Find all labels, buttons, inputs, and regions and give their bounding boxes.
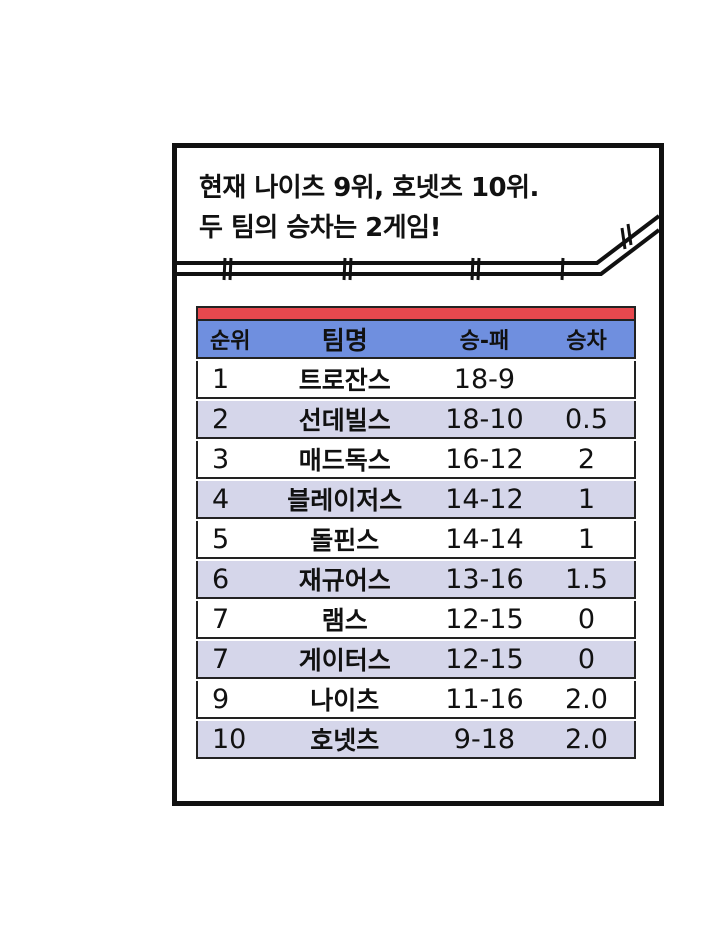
- team-cell: 트로잔스: [298, 366, 391, 395]
- team-cell: 선데빌스: [298, 406, 391, 435]
- comic-panel: 현재 나이츠 9위, 호넷츠 10위. 두 팀의 승차는 2게임! 순위 팀명 …: [172, 143, 664, 806]
- table-row: 2 선데빌스 18-10 0.5: [196, 401, 636, 439]
- team-cell: 호넷츠: [310, 726, 380, 755]
- table-row: 9 나이츠 11-16 2.0: [196, 681, 636, 719]
- record-cell: 18-10: [445, 403, 524, 435]
- games-behind-cell: 2: [577, 443, 596, 475]
- record-cell: 14-14: [445, 523, 524, 555]
- rank-cell: 5: [212, 523, 230, 555]
- header-rank: 순위: [210, 329, 251, 354]
- record-cell: 12-15: [445, 603, 524, 635]
- record-cell: 14-12: [445, 483, 524, 515]
- standings-table: 순위 팀명 승-패 승차 1 트로잔스 18-9 2 선데빌스 18-10 0.…: [196, 306, 636, 759]
- table-header: 순위 팀명 승-패 승차: [196, 319, 636, 359]
- header-team: 팀명: [321, 326, 368, 355]
- record-cell: 11-16: [445, 683, 524, 715]
- rank-cell: 7: [212, 603, 230, 635]
- header-record: 승-패: [459, 329, 510, 354]
- table-row: 3 매드독스 16-12 2: [196, 441, 636, 479]
- record-cell: 12-15: [445, 643, 524, 675]
- team-cell: 나이츠: [310, 686, 380, 715]
- table-row: 1 트로잔스 18-9: [196, 361, 636, 399]
- record-cell: 9-18: [453, 723, 516, 755]
- rank-cell: 1: [212, 363, 230, 395]
- games-behind-cell: 0: [577, 603, 596, 635]
- rank-cell: 6: [212, 563, 230, 595]
- railing-illustration: [177, 214, 659, 281]
- caption-line-1: 현재 나이츠 9위, 호넷츠 10위.: [199, 173, 539, 203]
- team-cell: 블레이저스: [287, 486, 403, 515]
- games-behind-cell: 0.5: [564, 403, 608, 435]
- team-cell: 돌핀스: [310, 526, 380, 555]
- games-behind-cell: 1: [577, 523, 596, 555]
- table-row: 5 돌핀스 14-14 1: [196, 521, 636, 559]
- games-behind-cell: 2.0: [564, 723, 608, 755]
- record-cell: 18-9: [453, 363, 516, 395]
- table-row: 7 게이터스 12-15 0: [196, 641, 636, 679]
- record-cell: 13-16: [445, 563, 524, 595]
- table-row: 10 호넷츠 9-18 2.0: [196, 721, 636, 759]
- rank-cell: 3: [212, 443, 230, 475]
- rank-cell: 4: [212, 483, 230, 515]
- games-behind-cell: 2.0: [564, 683, 608, 715]
- games-behind-cell: 0: [577, 643, 596, 675]
- rank-cell: 2: [212, 403, 230, 435]
- caption-line-2: 두 팀의 승차는 2게임!: [199, 213, 441, 243]
- team-cell: 게이터스: [298, 646, 391, 675]
- rank-cell: 7: [212, 643, 230, 675]
- team-cell: 재규어스: [298, 566, 391, 595]
- caption: 현재 나이츠 9위, 호넷츠 10위. 두 팀의 승차는 2게임!: [199, 168, 539, 248]
- accent-bar: [196, 306, 636, 319]
- table-row: 7 램스 12-15 0: [196, 601, 636, 639]
- record-cell: 16-12: [445, 443, 524, 475]
- games-behind-cell: 1.5: [564, 563, 608, 595]
- team-cell: 매드독스: [298, 446, 391, 475]
- table-row: 6 재규어스 13-16 1.5: [196, 561, 636, 599]
- team-cell: 램스: [321, 606, 368, 635]
- table-row: 4 블레이저스 14-12 1: [196, 481, 636, 519]
- rank-cell: 9: [212, 683, 230, 715]
- games-behind-cell: 1: [577, 483, 596, 515]
- header-games-behind: 승차: [566, 329, 607, 354]
- rank-cell: 10: [212, 723, 247, 755]
